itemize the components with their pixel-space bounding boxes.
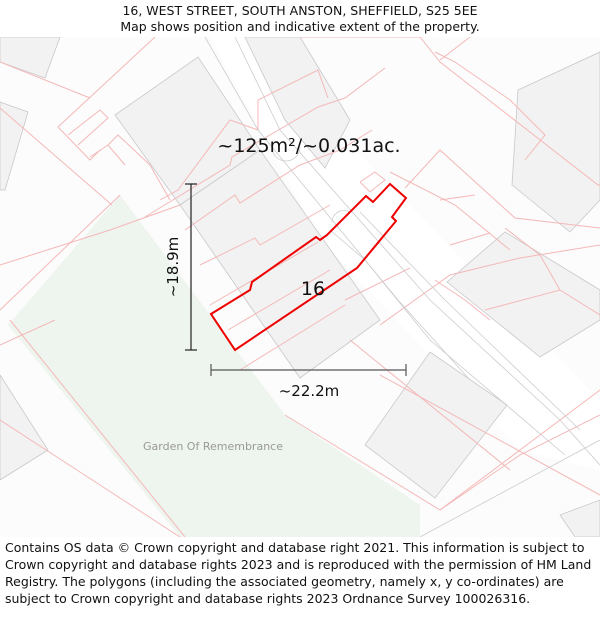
height-dimension-label: ~18.9m [164,237,182,298]
map-header: 16, WEST STREET, SOUTH ANSTON, SHEFFIELD… [0,0,600,37]
place-label-garden: Garden Of Remembrance [143,440,283,453]
area-label: ~125m²/~0.031ac. [217,135,400,157]
property-map[interactable]: ~125m²/~0.031ac. 16 ~18.9m ~22.2m Garden… [0,37,600,537]
plot-number-label: 16 [301,278,325,300]
property-boundary [209,182,408,352]
parcel-boundaries [0,37,600,537]
map-subtitle: Map shows position and indicative extent… [120,19,480,34]
map-canvas: ~125m²/~0.031ac. 16 ~18.9m ~22.2m Garden… [0,37,600,537]
property-address: 16, WEST STREET, SOUTH ANSTON, SHEFFIELD… [122,3,478,18]
copyright-attribution: Contains OS data © Crown copyright and d… [5,540,592,606]
width-dimension-label: ~22.2m [279,382,340,400]
width-dimension-line [210,364,407,376]
garden-of-remembrance-area [8,195,420,537]
height-dimension-line [185,183,197,351]
